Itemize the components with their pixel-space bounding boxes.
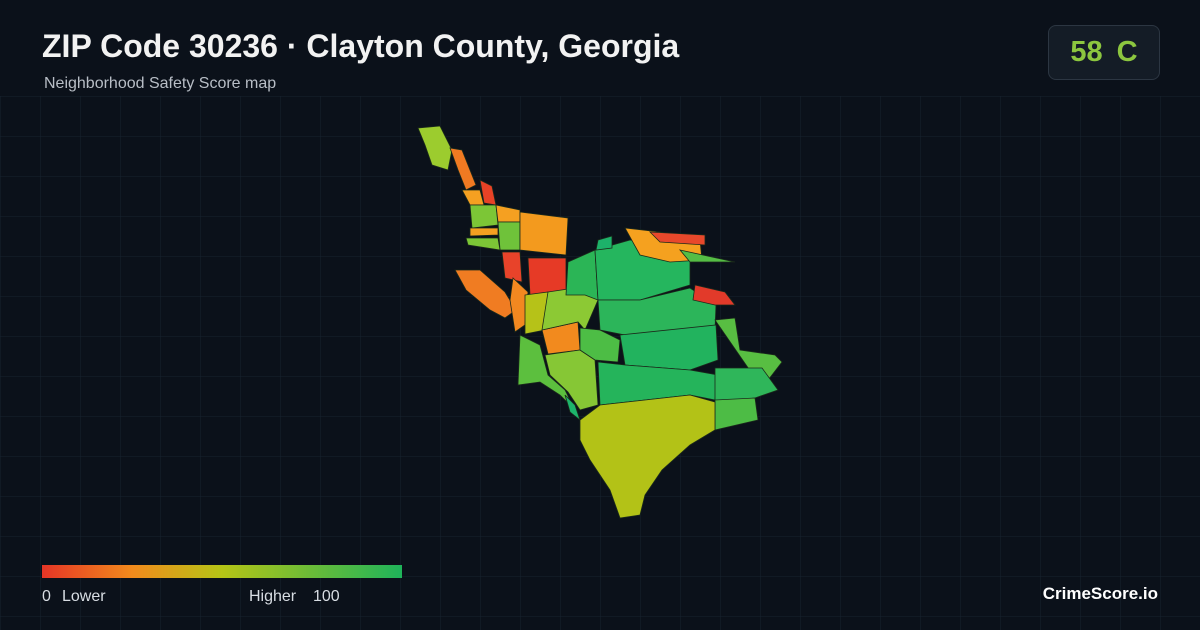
legend-gradient bbox=[42, 565, 402, 578]
legend-min-label: Lower bbox=[62, 588, 106, 605]
legend-max: 100 bbox=[313, 588, 340, 605]
legend-max-label: Higher bbox=[249, 588, 297, 605]
regions bbox=[417, 125, 783, 519]
score: 58 bbox=[1070, 36, 1103, 68]
brand: CrimeScore.io bbox=[1042, 584, 1158, 603]
score-badge: 58 C bbox=[1048, 25, 1160, 80]
subtitle: Neighborhood Safety Score map bbox=[44, 75, 277, 92]
title: ZIP Code 30236 · Clayton County, Georgia bbox=[42, 28, 680, 64]
grade: C bbox=[1116, 36, 1138, 68]
legend-min: 0 bbox=[42, 588, 51, 605]
